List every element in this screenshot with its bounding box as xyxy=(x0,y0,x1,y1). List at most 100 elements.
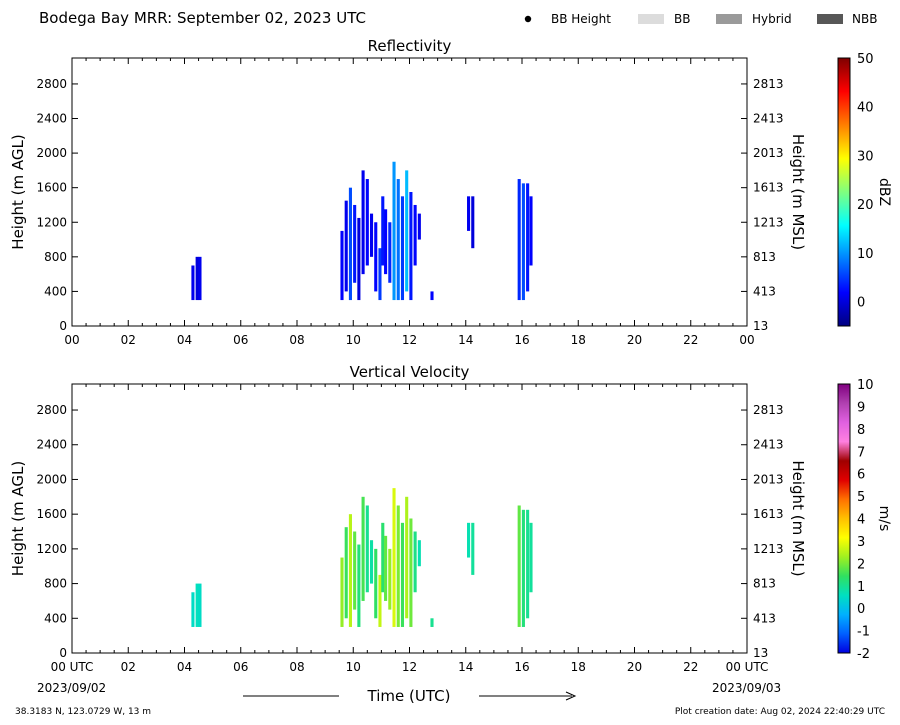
y-tick-label: 2400 xyxy=(36,112,67,126)
y-tick-label: 1200 xyxy=(36,215,67,229)
data-column xyxy=(361,170,365,275)
creation-date-label: Plot creation date: Aug 02, 2024 22:40:2… xyxy=(675,707,885,717)
data-column xyxy=(409,192,413,301)
data-column xyxy=(357,217,361,301)
data-column xyxy=(191,265,195,301)
y-tick-label-right: 13 xyxy=(753,319,768,333)
end-date-label: 2023/09/03 xyxy=(712,681,781,695)
x-tick-label: 12 xyxy=(402,333,417,347)
y-tick-label: 2000 xyxy=(36,472,67,486)
y-tick-label-right: 2413 xyxy=(753,438,784,452)
x-tick-label: 00 UTC xyxy=(726,660,769,674)
data-column xyxy=(348,187,352,301)
y-axis-label-right: Height (m MSL) xyxy=(789,460,807,576)
y-tick-label-right: 2013 xyxy=(753,472,784,486)
x-tick-label: 16 xyxy=(514,660,529,674)
data-column xyxy=(198,583,202,627)
y-axis-label: Height (m AGL) xyxy=(9,134,27,249)
data-column xyxy=(517,505,521,627)
data-column xyxy=(195,256,199,301)
colorbar-tick-label: -1 xyxy=(857,625,870,640)
colorbar-bar xyxy=(837,57,851,327)
colorbar-tick-label: 0 xyxy=(857,296,865,311)
data-column xyxy=(374,548,378,619)
legend-label: Hybrid xyxy=(752,12,792,26)
data-column xyxy=(396,505,400,627)
data-column xyxy=(369,540,374,584)
legend-label: BB xyxy=(674,12,690,26)
x-tick-label: 10 xyxy=(346,660,361,674)
data-column xyxy=(340,230,344,301)
start-date-label: 2023/09/02 xyxy=(37,681,106,695)
data-column xyxy=(392,161,396,301)
data-column xyxy=(521,183,525,301)
data-column xyxy=(381,196,385,266)
y-tick-label-right: 413 xyxy=(753,611,776,625)
data-column xyxy=(357,544,361,627)
y-tick-label: 0 xyxy=(59,646,67,660)
x-axis-label: Time (UTC) xyxy=(367,687,451,705)
x-tick-label: 22 xyxy=(683,333,698,347)
colorbar: -2 -1 0 1 2 3 4 5 6 7 8 9 10 m/s xyxy=(837,378,892,662)
colorbar-tick-label: -2 xyxy=(857,647,870,662)
data-column xyxy=(381,522,385,593)
data-column xyxy=(400,522,405,627)
colorbar-tick-label: 3 xyxy=(857,535,865,550)
legend-swatch-hybrid xyxy=(716,14,742,24)
colorbar-tick-label: 8 xyxy=(857,423,865,438)
colorbar-label: dBZ xyxy=(876,178,892,206)
y-tick-label-right: 2813 xyxy=(753,77,784,91)
legend-swatch-bb xyxy=(638,14,664,24)
colorbar-tick-label: 2 xyxy=(857,557,865,572)
data-column xyxy=(384,209,388,275)
x-tick-label: 02 xyxy=(121,333,136,347)
data-column xyxy=(471,196,475,249)
x-tick-label: 22 xyxy=(683,660,698,674)
x-tick-label: 20 xyxy=(627,660,642,674)
x-tick-label: 04 xyxy=(177,660,192,674)
data-column xyxy=(467,196,471,231)
figure-legend: BB Height BB Hybrid NBB xyxy=(524,12,877,26)
x-tick-label: 08 xyxy=(289,333,304,347)
data-column xyxy=(521,509,525,627)
panel-title: Reflectivity xyxy=(368,37,452,55)
data-column xyxy=(348,514,352,627)
legend-marker-bb-height xyxy=(524,15,532,23)
y-axis-label: Height (m AGL) xyxy=(9,461,27,576)
y-axis-label-right: Height (m MSL) xyxy=(789,134,807,250)
data-column xyxy=(529,196,533,266)
data-column xyxy=(405,170,409,292)
y-tick-label-right: 13 xyxy=(753,646,768,660)
y-tick-label-right: 2013 xyxy=(753,146,784,160)
x-tick-label: 14 xyxy=(458,333,473,347)
data-column xyxy=(378,574,382,627)
y-tick-label-right: 1613 xyxy=(753,507,784,521)
data-column xyxy=(413,531,417,593)
x-tick-label: 06 xyxy=(233,660,248,674)
x-tick-label: 00 xyxy=(739,333,754,347)
data-column xyxy=(198,256,202,301)
colorbar-tick-label: 1 xyxy=(857,580,865,595)
colorbar-tick-label: 10 xyxy=(857,378,874,393)
data-column xyxy=(365,179,369,266)
colorbar-tick-label: 30 xyxy=(857,149,874,164)
legend-label: BB Height xyxy=(551,12,611,26)
location-label: 38.3183 N, 123.0729 W, 13 m xyxy=(15,707,151,717)
y-tick-label-right: 2413 xyxy=(753,112,784,126)
data-column xyxy=(430,291,434,301)
data-column xyxy=(191,592,195,627)
figure-title: Bodega Bay MRR: September 02, 2023 UTC xyxy=(39,9,366,27)
y-tick-label: 2800 xyxy=(36,403,67,417)
data-column xyxy=(417,213,421,240)
data-column xyxy=(405,496,409,619)
y-tick-label: 1600 xyxy=(36,507,67,521)
data-column xyxy=(430,618,434,627)
x-tick-label: 06 xyxy=(233,333,248,347)
y-tick-label-right: 1213 xyxy=(753,542,784,556)
colorbar-tick-label: 6 xyxy=(857,468,865,483)
y-tick-label: 800 xyxy=(44,250,67,264)
y-tick-label: 1600 xyxy=(36,181,67,195)
